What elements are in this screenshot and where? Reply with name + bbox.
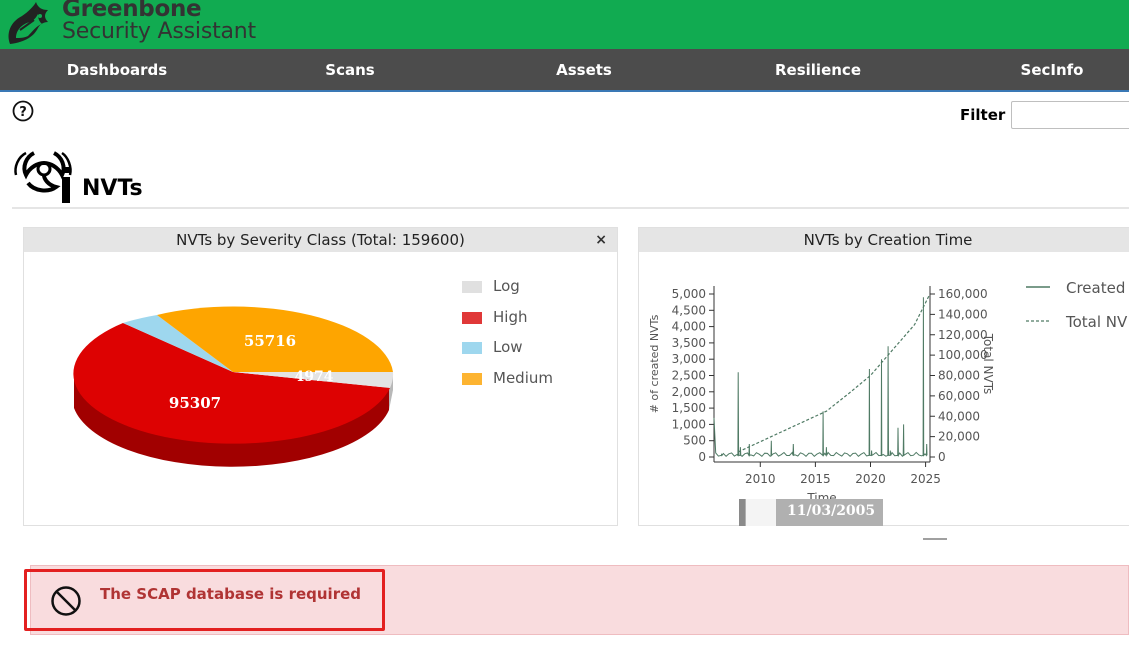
y-right-tick-label: 0 [938, 450, 946, 464]
slice-label-high: 95307 [169, 394, 221, 412]
slice-label-medium: 55716 [244, 332, 296, 350]
pie-slice-log[interactable] [233, 372, 394, 388]
legend-label-total[interactable]: Total NV [1066, 313, 1128, 331]
title-divider [12, 207, 1129, 209]
legend-label-medium[interactable]: Medium [493, 369, 553, 387]
nav-secinfo[interactable]: SecInfo [1020, 61, 1084, 79]
severity-panel-header[interactable]: NVTs by Severity Class (Total: 159600) × [24, 228, 617, 252]
pie-side-high [74, 372, 389, 467]
pie-slice-medium[interactable] [157, 306, 393, 372]
x-tick-label: 2025 [910, 472, 941, 486]
y-left-tick-label: 2,500 [672, 369, 706, 383]
y-left-tick-label: 4,000 [672, 320, 706, 334]
time-range-selection[interactable] [746, 499, 776, 526]
severity-pie-chart: 55716 4974 95307 [73, 306, 394, 467]
range-start-label: 11/03/2005 [787, 503, 876, 519]
creation-legend-lines [1026, 286, 1050, 322]
legend-swatch-log [462, 281, 482, 293]
greenbone-logo-icon[interactable] [4, 0, 58, 48]
slider-handle[interactable] [739, 499, 745, 526]
y-left-tick-label: 1,000 [672, 417, 706, 431]
filter-label: Filter [960, 106, 1006, 124]
error-message-box [30, 565, 1129, 635]
severity-panel-title: NVTs by Severity Class (Total: 159600) [176, 231, 465, 249]
nav-assets[interactable]: Assets [556, 61, 612, 79]
y-left-axis-label: # of created NVTs [648, 314, 661, 413]
y-right-tick-label: 20,000 [938, 430, 980, 444]
prohibited-icon [51, 586, 81, 616]
y-left-tick-label: 4,500 [672, 303, 706, 317]
legend-swatch-high [462, 312, 482, 324]
creation-panel: NVTs by Creation Time [638, 227, 1129, 526]
y-left-tick-label: 3,000 [672, 352, 706, 366]
nav-scans[interactable]: Scans [325, 61, 375, 79]
legend-label-low[interactable]: Low [493, 338, 523, 356]
y-left-tick-label: 500 [683, 434, 706, 448]
y-left-tick-label: 1,500 [672, 401, 706, 415]
legend-label-log[interactable]: Log [493, 277, 520, 295]
y-right-tick-label: 60,000 [938, 389, 980, 403]
slice-label-log: 4974 [295, 369, 334, 385]
y-right-tick-label: 140,000 [938, 307, 988, 321]
pie-slice-high[interactable] [73, 323, 390, 444]
nav-dashboards[interactable]: Dashboards [66, 61, 168, 79]
y-left-tick-label: 5,000 [672, 287, 706, 301]
y-left-tick-label: 3,500 [672, 336, 706, 350]
series-created-line [713, 297, 928, 458]
legend-swatch-low [462, 342, 482, 354]
y-left-tick-label: 2,000 [672, 385, 706, 399]
y-right-tick-label: 100,000 [938, 348, 988, 362]
filter-input[interactable] [1011, 101, 1129, 129]
pie-slice-low[interactable] [123, 315, 233, 372]
help-icon[interactable]: ? [12, 100, 34, 122]
page-title: NVTs [82, 176, 143, 201]
nav-resilience[interactable]: Resilience [775, 61, 861, 79]
creation-line-chart: 5,000 4,500 4,000 3,500 3,000 2,500 2,000 1,500… [648, 286, 995, 505]
y-right-tick-label: 160,000 [938, 287, 988, 301]
creation-panel-header[interactable]: NVTs by Creation Time [639, 228, 1129, 252]
legend-label-created[interactable]: Created [1066, 279, 1126, 297]
legend-label-high[interactable]: High [493, 308, 528, 326]
svg-text:?: ? [19, 105, 27, 120]
x-tick-label: 2020 [855, 472, 886, 486]
app-header: Greenbone Security Assistant [0, 0, 1129, 49]
series-total-line [737, 295, 930, 453]
x-tick-label: 2010 [745, 472, 776, 486]
y-right-tick-label: 120,000 [938, 328, 988, 342]
close-icon[interactable]: × [595, 232, 607, 248]
y-right-tick-label: 40,000 [938, 409, 980, 423]
creation-panel-title: NVTs by Creation Time [803, 231, 973, 249]
y-right-axis-label: Total NVTs [981, 333, 995, 395]
error-message: The SCAP database is required [100, 585, 362, 603]
biohazard-info-icon [14, 151, 72, 203]
x-tick-label: 2015 [800, 472, 831, 486]
brand-name: Greenbone [62, 0, 202, 22]
legend-swatch-medium [462, 373, 482, 385]
main-nav: Dashboards Scans Assets Resilience SecIn… [0, 49, 1129, 92]
y-right-tick-label: 80,000 [938, 369, 980, 383]
error-highlight-outline [24, 569, 385, 631]
y-left-tick-label: 0 [698, 450, 706, 464]
panel-resize-handle[interactable] [923, 538, 947, 540]
brand-subtitle: Security Assistant [62, 19, 256, 44]
